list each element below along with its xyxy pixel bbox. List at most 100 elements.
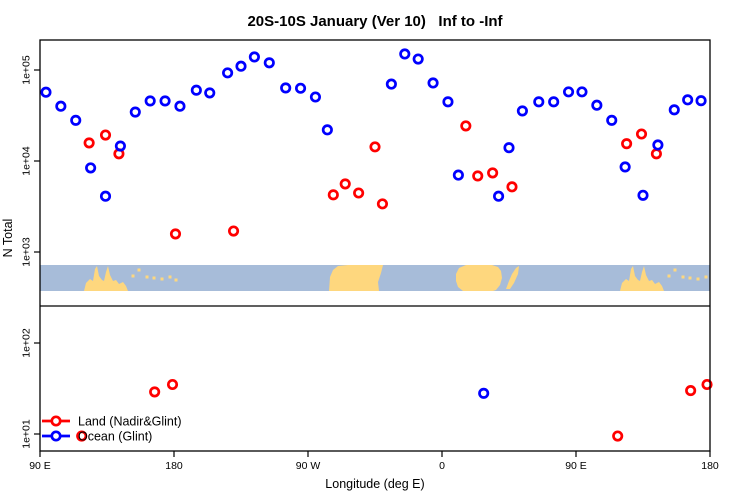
data-point-land	[339, 178, 351, 190]
data-point-ocean	[619, 161, 631, 173]
data-point-land	[685, 385, 697, 397]
data-points-layer	[40, 48, 713, 442]
map-land-south-america	[329, 265, 383, 291]
data-point-ocean	[204, 87, 216, 99]
data-point-ocean	[40, 86, 52, 98]
data-point-ocean	[70, 114, 82, 126]
data-point-ocean	[114, 140, 126, 152]
data-point-ocean	[412, 53, 424, 65]
map-island-dot	[131, 274, 135, 278]
data-point-land	[169, 228, 182, 240]
map-land-australia-new-guinea-wrap	[620, 266, 664, 291]
data-point-land	[460, 120, 472, 132]
data-point-land	[166, 378, 179, 391]
map-island-dot	[137, 268, 141, 272]
map-island-dot	[688, 276, 692, 280]
x-axis-title: Longitude (deg E)	[325, 477, 424, 491]
data-point-land	[228, 225, 240, 237]
data-point-ocean	[563, 86, 575, 98]
x-axis: 90 E 180 90 W 0 90 E 180	[29, 451, 719, 472]
map-island-dot	[160, 277, 164, 281]
data-point-ocean	[576, 86, 588, 98]
data-point-land	[487, 167, 499, 179]
legend: Land (Nadir&Glint) Ocean (Glint)	[42, 415, 182, 444]
data-point-ocean	[295, 82, 307, 94]
legend-label-ocean: Ocean (Glint)	[78, 430, 152, 444]
data-point-ocean	[385, 78, 397, 90]
y-tick-label: 1e+01	[21, 419, 33, 449]
data-point-ocean	[174, 100, 186, 112]
y-tick-label: 1e+05	[21, 55, 33, 85]
map-island-dot	[696, 277, 700, 281]
data-point-ocean	[55, 100, 67, 112]
data-point-ocean	[190, 84, 202, 96]
map-island-dot	[704, 275, 708, 279]
data-point-ocean	[478, 387, 490, 399]
data-point-land	[99, 129, 112, 141]
y-axis: 1e+05 1e+04 1e+03 1e+02 1e+01	[21, 55, 40, 449]
data-point-ocean	[695, 95, 707, 107]
data-point-ocean	[427, 77, 439, 89]
data-point-land	[327, 189, 339, 201]
data-point-land	[635, 128, 648, 140]
data-point-ocean	[399, 48, 411, 60]
map-island-dot	[673, 268, 677, 272]
map-land-madagascar	[506, 266, 519, 289]
x-tick-label: 0	[439, 460, 445, 472]
data-point-ocean	[159, 95, 171, 107]
y-tick-label: 1e+02	[21, 328, 33, 358]
data-point-ocean	[637, 189, 649, 201]
data-point-ocean	[682, 94, 694, 106]
legend-label-land: Land (Nadir&Glint)	[78, 415, 182, 429]
legend-marker-land-icon	[50, 415, 62, 427]
data-point-ocean	[280, 82, 292, 94]
data-point-ocean	[652, 139, 664, 151]
legend-item-land: Land (Nadir&Glint)	[42, 415, 182, 429]
map-island-dot	[681, 275, 685, 279]
data-point-ocean	[452, 169, 464, 181]
legend-marker-ocean-icon	[50, 430, 62, 442]
data-point-ocean	[144, 95, 156, 107]
x-tick-label: 180	[165, 460, 183, 472]
data-point-land	[353, 187, 365, 199]
map-island-dot	[667, 274, 671, 278]
chart-title: 20S-10S January (Ver 10) Inf to -Inf	[247, 13, 503, 30]
map-land-africa	[456, 265, 502, 291]
y-axis-title: N Total	[1, 219, 15, 258]
map-island-dot	[152, 276, 156, 280]
data-point-ocean	[548, 96, 560, 108]
x-tick-label: 90 E	[565, 460, 587, 472]
data-point-ocean	[442, 96, 454, 108]
data-point-land	[621, 138, 633, 150]
data-point-ocean	[263, 57, 275, 69]
data-point-land	[149, 386, 161, 398]
data-point-land	[376, 198, 388, 210]
map-island-dot	[145, 275, 149, 279]
data-point-land	[83, 137, 95, 149]
data-point-land	[472, 170, 484, 182]
map-island-dot	[168, 275, 172, 279]
land-ocean-map-strip	[40, 265, 710, 291]
data-point-land	[612, 430, 624, 442]
map-island-dot	[174, 278, 178, 282]
data-point-land	[701, 378, 713, 391]
data-point-ocean	[248, 51, 260, 63]
map-land-australia-new-guinea	[84, 266, 128, 291]
data-point-ocean	[516, 105, 528, 117]
data-point-land	[506, 181, 518, 193]
data-point-ocean	[222, 67, 234, 79]
data-point-ocean	[309, 91, 321, 103]
legend-item-ocean: Ocean (Glint)	[42, 430, 152, 444]
data-point-ocean	[503, 142, 515, 154]
y-tick-label: 1e+03	[21, 237, 33, 267]
data-point-ocean	[668, 104, 680, 116]
x-tick-label: 90 E	[29, 460, 51, 472]
data-point-ocean	[321, 124, 333, 136]
plot-border	[39, 39, 711, 452]
data-point-ocean	[606, 114, 618, 126]
data-point-ocean	[235, 60, 247, 72]
data-point-ocean	[591, 99, 603, 111]
data-point-land	[650, 148, 662, 160]
